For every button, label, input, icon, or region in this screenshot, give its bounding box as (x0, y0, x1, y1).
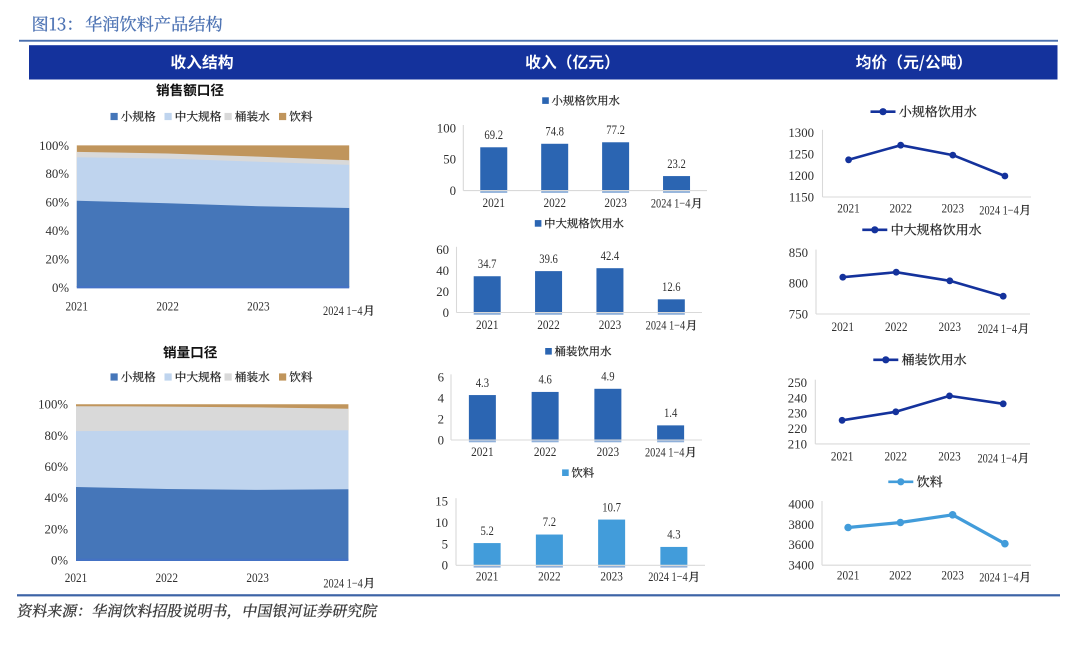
svg-text:10.7: 10.7 (602, 499, 621, 514)
svg-text:210: 210 (788, 437, 807, 451)
svg-text:60: 60 (436, 243, 449, 257)
svg-text:2023: 2023 (599, 317, 622, 332)
svg-text:4000: 4000 (788, 497, 814, 511)
svg-text:2021: 2021 (832, 319, 855, 334)
svg-text:2021: 2021 (831, 449, 854, 464)
svg-text:2023: 2023 (941, 568, 964, 583)
svg-text:2023: 2023 (942, 201, 965, 216)
svg-text:1.4: 1.4 (664, 405, 678, 420)
svg-text:2021: 2021 (65, 570, 88, 585)
svg-text:2024 1−4: 2024 1−4 (979, 569, 1019, 584)
svg-text:4.3: 4.3 (476, 375, 489, 390)
svg-text:60%: 60% (46, 196, 70, 210)
svg-text:1200: 1200 (788, 169, 814, 183)
svg-text:40%: 40% (45, 491, 69, 505)
svg-text:2022: 2022 (889, 201, 912, 216)
svg-text:42.4: 42.4 (601, 248, 620, 263)
svg-text:80%: 80% (45, 429, 69, 443)
svg-text:100%: 100% (38, 398, 68, 412)
svg-text:230: 230 (788, 407, 807, 421)
svg-text:2021: 2021 (476, 569, 499, 584)
svg-text:80%: 80% (46, 167, 70, 181)
svg-text:100: 100 (437, 121, 456, 135)
svg-text:2023: 2023 (604, 195, 627, 210)
svg-text:2022: 2022 (885, 319, 908, 334)
svg-text:69.2: 69.2 (484, 127, 503, 142)
svg-text:250: 250 (788, 376, 807, 390)
svg-text:2024 1−4: 2024 1−4 (648, 569, 688, 584)
svg-text:0: 0 (450, 184, 456, 198)
svg-text:20%: 20% (46, 252, 70, 266)
svg-text:2023: 2023 (600, 569, 623, 584)
svg-text:100%: 100% (39, 139, 69, 153)
svg-text:2024 1−4: 2024 1−4 (323, 575, 363, 590)
svg-text:2024 1−4: 2024 1−4 (646, 318, 686, 333)
svg-text:1150: 1150 (789, 190, 814, 204)
svg-text:2024 1−4: 2024 1−4 (978, 321, 1018, 336)
svg-text:7.2: 7.2 (543, 514, 556, 529)
svg-text:4.9: 4.9 (601, 368, 614, 383)
svg-text:220: 220 (788, 422, 807, 436)
svg-text:0: 0 (442, 559, 448, 573)
svg-text:2021: 2021 (66, 298, 89, 313)
svg-text:5: 5 (442, 537, 448, 551)
svg-text:4: 4 (438, 392, 445, 406)
svg-text:800: 800 (789, 277, 808, 291)
svg-text:1300: 1300 (788, 126, 814, 140)
svg-text:2023: 2023 (246, 570, 269, 585)
svg-text:2022: 2022 (885, 449, 908, 464)
svg-text:2022: 2022 (534, 444, 557, 459)
svg-text:0%: 0% (52, 281, 69, 295)
svg-text:2: 2 (438, 413, 444, 427)
svg-text:2022: 2022 (156, 298, 179, 313)
svg-text:20%: 20% (45, 522, 69, 536)
svg-text:3600: 3600 (788, 538, 814, 552)
svg-text:2023: 2023 (939, 319, 962, 334)
svg-text:2024 1−4: 2024 1−4 (645, 444, 685, 459)
svg-text:0: 0 (443, 306, 449, 320)
svg-text:2022: 2022 (537, 317, 560, 332)
svg-text:77.2: 77.2 (606, 122, 625, 137)
svg-text:0: 0 (438, 433, 444, 447)
svg-text:0%: 0% (51, 553, 68, 567)
svg-text:4.6: 4.6 (538, 372, 552, 387)
svg-text:10: 10 (435, 516, 448, 530)
svg-text:2024 1−4: 2024 1−4 (979, 202, 1019, 217)
svg-text:5.2: 5.2 (480, 523, 493, 538)
svg-text:2024 1−4: 2024 1−4 (978, 450, 1018, 465)
svg-text:40: 40 (436, 264, 449, 278)
svg-text:3400: 3400 (788, 559, 814, 573)
svg-text:6: 6 (438, 371, 445, 385)
svg-text:2023: 2023 (938, 449, 961, 464)
svg-text:23.2: 23.2 (667, 156, 686, 171)
svg-text:34.7: 34.7 (478, 256, 497, 271)
svg-text:850: 850 (789, 246, 808, 260)
svg-text:240: 240 (788, 391, 807, 405)
svg-text:39.6: 39.6 (539, 251, 558, 266)
svg-text:2022: 2022 (889, 568, 912, 583)
svg-text:2022: 2022 (156, 570, 179, 585)
svg-text:2023: 2023 (597, 444, 620, 459)
svg-text:50: 50 (443, 153, 456, 167)
svg-text:2021: 2021 (471, 444, 494, 459)
svg-text:3800: 3800 (788, 518, 814, 532)
svg-text:15: 15 (435, 495, 448, 509)
svg-text:2022: 2022 (538, 569, 561, 584)
svg-text:2021: 2021 (837, 568, 860, 583)
svg-text:2021: 2021 (483, 195, 506, 210)
svg-text:4.3: 4.3 (667, 527, 680, 542)
svg-text:60%: 60% (45, 460, 69, 474)
svg-text:2022: 2022 (543, 195, 566, 210)
svg-text:750: 750 (789, 307, 808, 321)
svg-text:2021: 2021 (837, 201, 860, 216)
svg-text:20: 20 (436, 285, 449, 299)
svg-text:12.6: 12.6 (662, 279, 681, 294)
svg-text:2021: 2021 (476, 317, 499, 332)
svg-text:2023: 2023 (247, 298, 270, 313)
svg-text:74.8: 74.8 (545, 123, 564, 138)
svg-text:2024 1−4: 2024 1−4 (651, 196, 691, 211)
svg-text:40%: 40% (46, 224, 70, 238)
svg-text:2024 1−4: 2024 1−4 (323, 303, 363, 318)
svg-text:1250: 1250 (788, 148, 814, 162)
